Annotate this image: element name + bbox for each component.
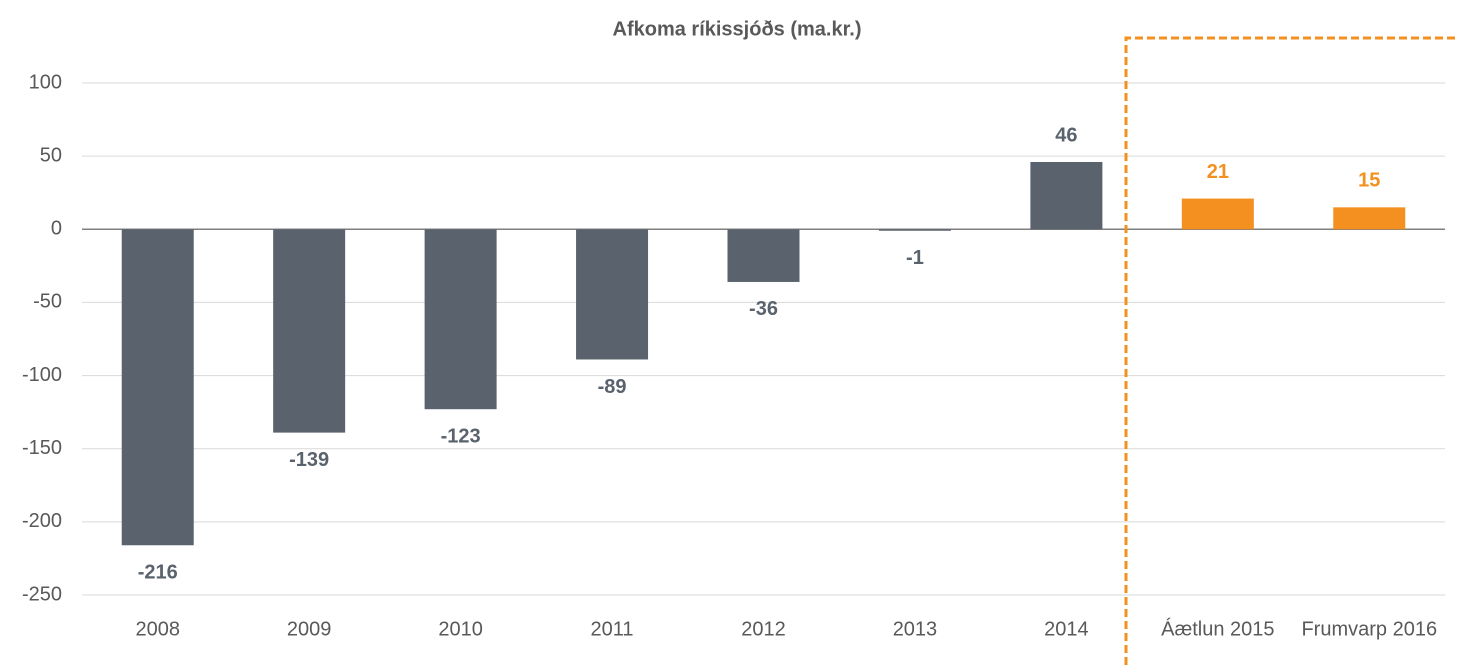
- y-tick-label: -200: [22, 510, 62, 532]
- value-label: -36: [749, 298, 778, 320]
- bar: [273, 229, 346, 433]
- value-label: -123: [441, 425, 481, 447]
- bar: [121, 229, 194, 546]
- y-tick-label: -100: [22, 364, 62, 386]
- value-label: 15: [1358, 170, 1380, 192]
- x-tick-label: 2011: [591, 618, 634, 640]
- x-tick-label: 2010: [438, 618, 483, 640]
- x-tick-label: 2009: [287, 618, 332, 640]
- value-label: -139: [289, 449, 329, 471]
- x-tick-label: 2013: [893, 618, 938, 640]
- y-tick-label: -50: [33, 291, 62, 313]
- bar: [1333, 207, 1406, 230]
- y-tick-label: 100: [29, 71, 62, 93]
- value-label: -216: [138, 562, 178, 584]
- x-tick-label: 2012: [741, 618, 786, 640]
- bar: [1181, 198, 1254, 230]
- bar: [424, 229, 497, 410]
- value-label: -1: [906, 247, 924, 269]
- y-tick-label: 50: [40, 144, 62, 166]
- value-label: -89: [598, 376, 627, 398]
- x-tick-label: Frumvarp 2016: [1301, 618, 1437, 640]
- value-label: 21: [1207, 161, 1229, 183]
- chart-title: Afkoma ríkissjóðs (ma.kr.): [613, 18, 862, 40]
- x-tick-label: 2008: [135, 618, 180, 640]
- y-tick-label: -150: [22, 437, 62, 459]
- value-label: 46: [1055, 124, 1077, 146]
- x-tick-label: 2014: [1044, 618, 1089, 640]
- bar: [576, 229, 649, 360]
- y-tick-label: 0: [51, 218, 62, 240]
- y-tick-label: -250: [22, 583, 62, 605]
- bar: [727, 229, 800, 282]
- bar: [1030, 161, 1103, 230]
- bar: [878, 229, 951, 231]
- x-tick-label: Áætlun 2015: [1161, 617, 1274, 640]
- forecast-frame: [1124, 36, 1458, 665]
